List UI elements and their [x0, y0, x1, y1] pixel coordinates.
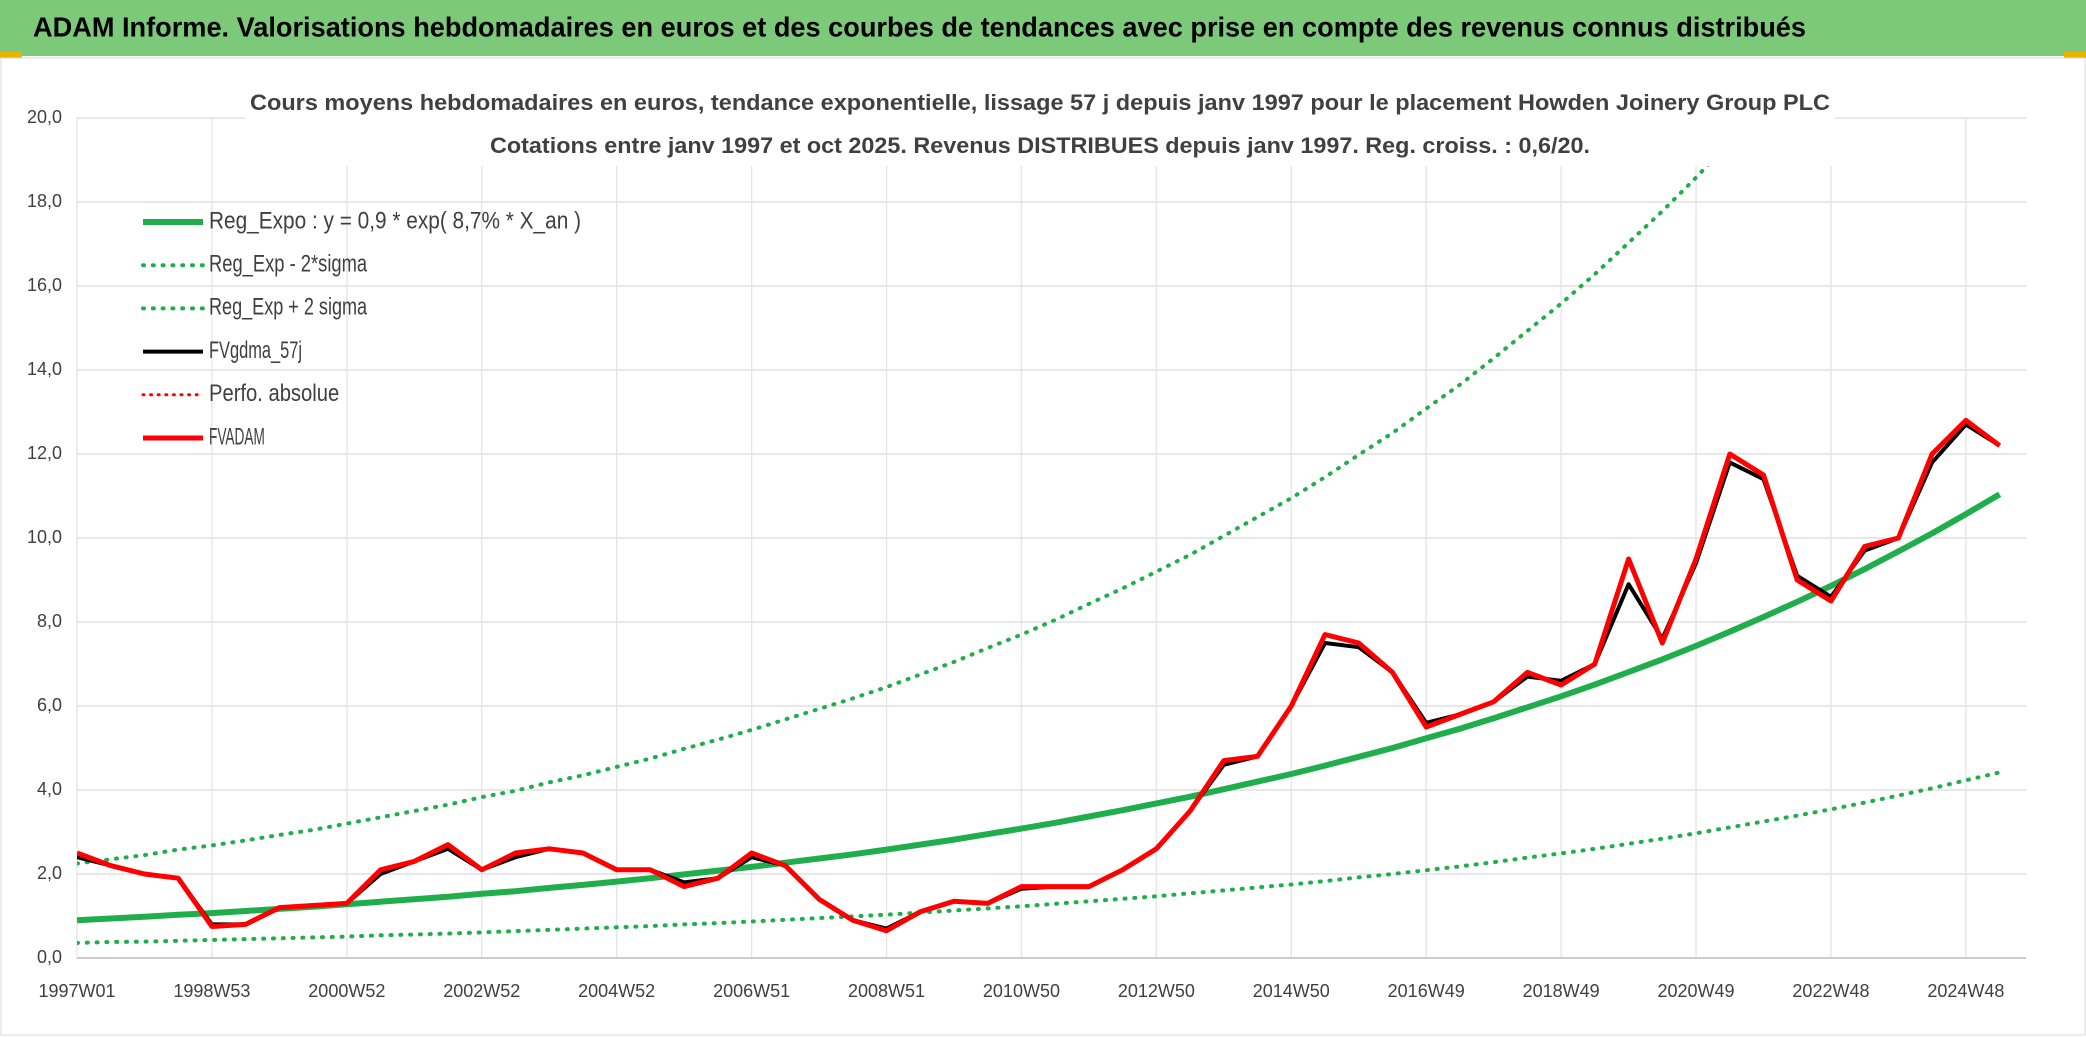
- x-tick-label: 2020W49: [1658, 981, 1735, 1001]
- series-line: [77, 491, 2002, 924]
- y-tick-label: 10,0: [27, 527, 62, 547]
- x-tick-label: 1998W53: [173, 981, 250, 1001]
- x-tick-label: 2008W51: [848, 981, 925, 1001]
- y-tick-label: 16,0: [27, 275, 62, 295]
- corner: [2064, 52, 2086, 58]
- x-tick-label: 1997W01: [38, 981, 115, 1001]
- y-tick-label: 14,0: [27, 359, 62, 379]
- legend-label: FVgdma_57j: [209, 337, 302, 364]
- legend-label: Reg_Expo : y = 0,9 * exp( 8,7% * X_an ): [209, 207, 581, 234]
- x-tick-label: 2022W48: [1792, 981, 1869, 1001]
- y-tick-label: 4,0: [37, 779, 62, 799]
- legend: Reg_Expo : y = 0,9 * exp( 8,7% * X_an ) R…: [141, 207, 581, 450]
- y-tick-label: 18,0: [27, 191, 62, 211]
- x-tick-label: 2016W49: [1388, 981, 1465, 1001]
- y-tick-label: 12,0: [27, 443, 62, 463]
- header-bar: [0, 0, 2086, 56]
- series-line: [77, 116, 1757, 866]
- x-tick-label: 2014W50: [1253, 981, 1330, 1001]
- y-tick-label: 8,0: [37, 611, 62, 631]
- x-tick-label: 2024W48: [1927, 981, 2004, 1001]
- x-tick-label: 2012W50: [1118, 981, 1195, 1001]
- plot: [77, 116, 2002, 945]
- x-tick-label: 2018W49: [1523, 981, 1600, 1001]
- series-line: [77, 417, 2002, 934]
- y-tick-label: 2,0: [37, 863, 62, 883]
- legend-label: Reg_Exp - 2*sigma: [209, 251, 368, 278]
- legend-label: Perfo. absolue: [209, 380, 339, 407]
- corner: [0, 52, 22, 58]
- legend-label: FVADAM: [209, 423, 265, 450]
- chart-title: Cours moyens hebdomadaires en euros, ten…: [250, 90, 1830, 115]
- y-tick-label: 6,0: [37, 695, 62, 715]
- x-tick-label: 2002W52: [443, 981, 520, 1001]
- y-tick-label: 0,0: [37, 947, 62, 967]
- x-tick-label: 2004W52: [578, 981, 655, 1001]
- x-tick-label: 2006W51: [713, 981, 790, 1001]
- grid: 0,0 2,0 4,0 6,0 8,0 10,0 12,0 14,0 16,0 18,0 20,0 1…: [27, 107, 2026, 1001]
- title-box: [245, 86, 1835, 166]
- chart-subtitle: Cotations entre janv 1997 et oct 2025. R…: [490, 133, 1590, 158]
- x-tick-label: 2010W50: [983, 981, 1060, 1001]
- chart-border: [0, 57, 2086, 1036]
- header-title: ADAM Informe. Valorisations hebdomadaire…: [33, 11, 1806, 42]
- legend-label: Reg_Exp + 2 sigma: [209, 294, 368, 321]
- y-tick-label: 20,0: [27, 107, 62, 127]
- series-line: [77, 770, 2002, 945]
- x-tick-label: 2000W52: [308, 981, 385, 1001]
